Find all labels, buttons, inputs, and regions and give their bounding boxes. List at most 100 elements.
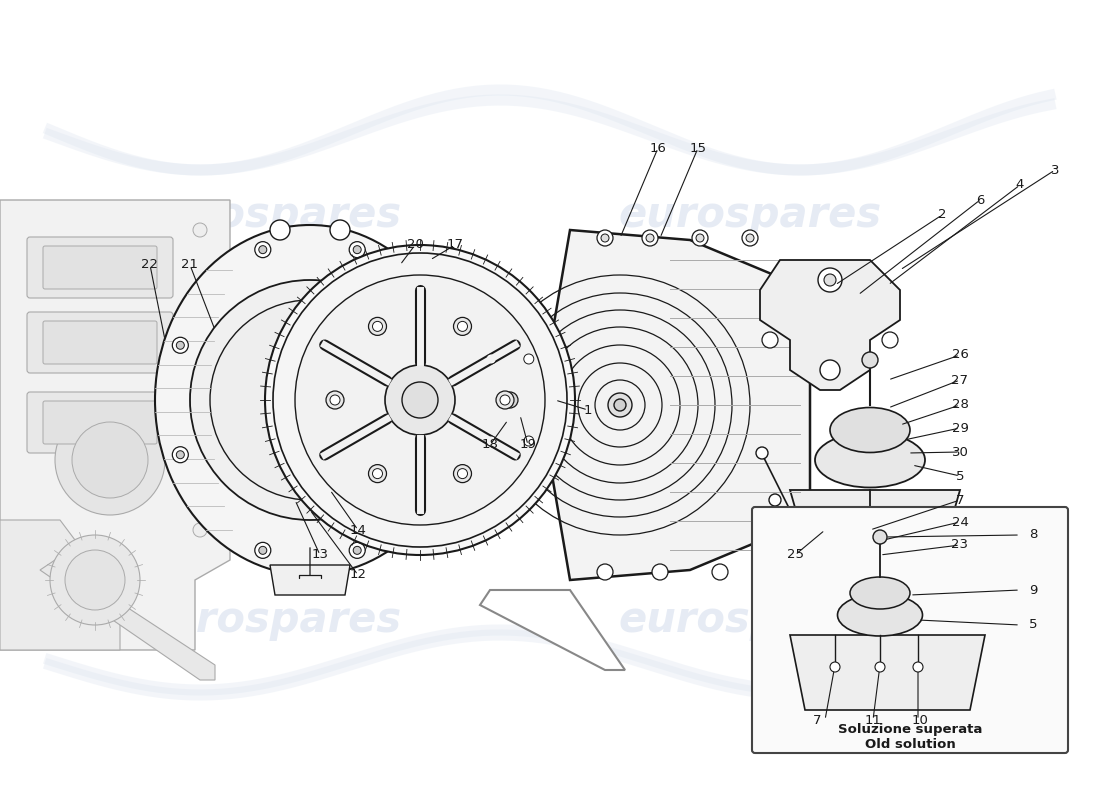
- Text: 2: 2: [937, 209, 946, 222]
- Circle shape: [767, 564, 783, 580]
- Text: Old solution: Old solution: [865, 738, 956, 750]
- Circle shape: [330, 220, 350, 240]
- Text: 9: 9: [1028, 583, 1037, 597]
- Text: 15: 15: [690, 142, 706, 154]
- Circle shape: [597, 230, 613, 246]
- Circle shape: [436, 450, 443, 458]
- Circle shape: [349, 542, 365, 558]
- Text: 5: 5: [956, 470, 965, 482]
- Circle shape: [173, 446, 188, 462]
- Text: 21: 21: [182, 258, 198, 271]
- Text: 1: 1: [584, 403, 592, 417]
- Circle shape: [176, 342, 185, 350]
- Circle shape: [614, 399, 626, 411]
- Circle shape: [482, 372, 538, 428]
- Circle shape: [192, 223, 207, 237]
- Text: 18: 18: [482, 438, 498, 451]
- Text: 11: 11: [865, 714, 881, 726]
- Text: eurospares: eurospares: [139, 194, 402, 236]
- Circle shape: [815, 515, 825, 525]
- Circle shape: [652, 564, 668, 580]
- Circle shape: [173, 338, 188, 354]
- Circle shape: [882, 332, 898, 348]
- Text: 7: 7: [813, 714, 822, 726]
- Text: 20: 20: [407, 238, 424, 251]
- Circle shape: [696, 234, 704, 242]
- Polygon shape: [790, 490, 960, 560]
- Circle shape: [458, 322, 468, 331]
- Circle shape: [295, 275, 544, 525]
- Circle shape: [486, 436, 496, 446]
- FancyBboxPatch shape: [28, 312, 173, 373]
- Circle shape: [453, 465, 472, 482]
- Circle shape: [646, 234, 654, 242]
- Text: 22: 22: [142, 258, 158, 271]
- Circle shape: [436, 342, 443, 350]
- Circle shape: [373, 322, 383, 331]
- Ellipse shape: [815, 433, 925, 487]
- Polygon shape: [790, 635, 984, 710]
- FancyBboxPatch shape: [28, 237, 173, 298]
- Polygon shape: [270, 565, 350, 595]
- Text: 3: 3: [1050, 163, 1059, 177]
- Circle shape: [862, 352, 878, 368]
- Circle shape: [642, 230, 658, 246]
- Polygon shape: [540, 230, 810, 580]
- Circle shape: [65, 550, 125, 610]
- Circle shape: [756, 447, 768, 459]
- Text: 29: 29: [952, 422, 968, 434]
- Circle shape: [255, 542, 271, 558]
- Circle shape: [270, 220, 290, 240]
- Circle shape: [769, 494, 781, 506]
- Circle shape: [830, 662, 840, 672]
- Ellipse shape: [830, 407, 910, 453]
- Circle shape: [495, 385, 525, 415]
- Circle shape: [368, 318, 386, 335]
- Circle shape: [874, 662, 886, 672]
- Polygon shape: [480, 590, 625, 670]
- Circle shape: [873, 530, 887, 544]
- Text: 24: 24: [952, 515, 968, 529]
- Circle shape: [349, 242, 365, 258]
- Text: 16: 16: [650, 142, 667, 154]
- Polygon shape: [760, 260, 900, 390]
- Circle shape: [742, 230, 758, 246]
- Circle shape: [597, 564, 613, 580]
- Text: 7: 7: [956, 494, 965, 506]
- Ellipse shape: [837, 594, 923, 636]
- Circle shape: [326, 391, 344, 409]
- Circle shape: [496, 391, 514, 409]
- Circle shape: [524, 436, 534, 446]
- Circle shape: [601, 234, 609, 242]
- Circle shape: [330, 395, 340, 405]
- Circle shape: [500, 395, 510, 405]
- Text: 25: 25: [786, 549, 803, 562]
- FancyBboxPatch shape: [752, 507, 1068, 753]
- Circle shape: [368, 465, 386, 482]
- Circle shape: [72, 422, 148, 498]
- Text: 19: 19: [519, 438, 537, 451]
- Circle shape: [915, 515, 925, 525]
- Circle shape: [692, 230, 708, 246]
- Polygon shape: [40, 560, 214, 680]
- Text: Soluzione superata: Soluzione superata: [838, 723, 982, 737]
- Circle shape: [176, 450, 185, 458]
- Circle shape: [818, 268, 842, 292]
- Polygon shape: [0, 200, 230, 650]
- Text: eurospares: eurospares: [139, 599, 402, 641]
- Circle shape: [913, 662, 923, 672]
- Circle shape: [431, 338, 448, 354]
- Circle shape: [502, 392, 518, 408]
- Circle shape: [824, 274, 836, 286]
- Circle shape: [453, 318, 472, 335]
- Circle shape: [458, 469, 468, 478]
- Text: 30: 30: [952, 446, 968, 458]
- Text: 26: 26: [952, 349, 968, 362]
- Polygon shape: [755, 510, 790, 545]
- Circle shape: [273, 253, 566, 547]
- Circle shape: [192, 523, 207, 537]
- FancyBboxPatch shape: [43, 401, 157, 444]
- Text: 13: 13: [311, 549, 329, 562]
- Circle shape: [55, 405, 165, 515]
- Text: 12: 12: [350, 569, 366, 582]
